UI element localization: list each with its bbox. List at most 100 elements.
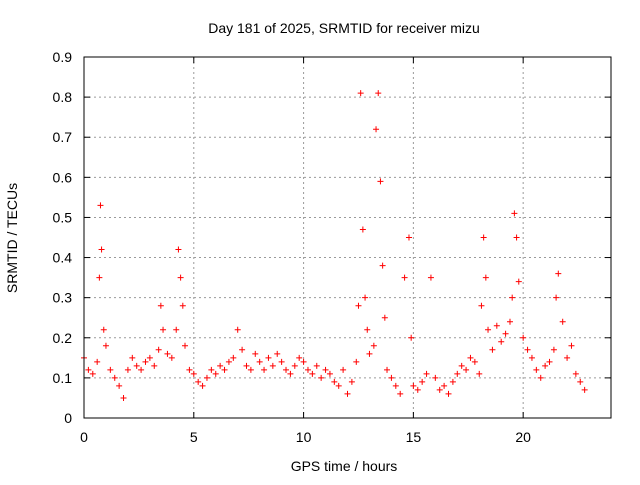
data-point (230, 354, 237, 361)
data-point (177, 274, 184, 281)
data-point (111, 374, 118, 381)
data-point (269, 362, 276, 369)
data-point (397, 390, 404, 397)
chart-title: Day 181 of 2025, SRMTID for receiver miz… (208, 20, 480, 36)
data-point (155, 346, 162, 353)
data-point (553, 294, 560, 301)
y-tick-label: 0.1 (53, 370, 73, 386)
data-point (463, 366, 470, 373)
data-point (146, 354, 153, 361)
data-point (359, 226, 366, 233)
data-point (195, 378, 202, 385)
data-point (564, 354, 571, 361)
data-point (423, 370, 430, 377)
data-point (322, 366, 329, 373)
data-point (326, 370, 333, 377)
data-point (247, 366, 254, 373)
x-tick-label: 15 (406, 429, 422, 445)
data-point (467, 354, 474, 361)
x-tick-label: 20 (515, 429, 531, 445)
tick-label-layer: 0 0.1 0.2 0.3 0.4 0.5 0.6 0.7 0.8 0.9 0 5 10 15 20 (53, 49, 532, 445)
data-point (458, 362, 465, 369)
data-point (89, 370, 96, 377)
data-point (555, 270, 562, 277)
data-point (304, 366, 311, 373)
data-point (102, 342, 109, 349)
data-point (401, 274, 408, 281)
data-point (252, 350, 259, 357)
data-point (379, 262, 386, 269)
data-point (513, 234, 520, 241)
data-point (116, 382, 123, 389)
data-point (331, 378, 338, 385)
y-tick-label: 0.8 (53, 89, 73, 105)
data-point (392, 382, 399, 389)
data-point (217, 362, 224, 369)
data-point (559, 318, 566, 325)
data-point (120, 394, 127, 401)
data-point (533, 366, 540, 373)
data-point (511, 210, 518, 217)
data-point (344, 390, 351, 397)
data-point (414, 386, 421, 393)
data-point (199, 382, 206, 389)
data-point (405, 234, 412, 241)
data-point (225, 358, 232, 365)
data-point (98, 246, 105, 253)
data-point (550, 346, 557, 353)
data-point (357, 90, 364, 97)
data-point (370, 342, 377, 349)
data-point (243, 362, 250, 369)
data-point (256, 358, 263, 365)
data-point (489, 346, 496, 353)
data-point (182, 342, 189, 349)
data-point (124, 366, 131, 373)
data-point (335, 382, 342, 389)
data-point (212, 370, 219, 377)
data-point (100, 326, 107, 333)
data-point (515, 278, 522, 285)
data-point (572, 370, 579, 377)
data-point (502, 330, 509, 337)
data-point (97, 202, 104, 209)
data-point (388, 374, 395, 381)
data-point (480, 234, 487, 241)
data-point (221, 366, 228, 373)
data-point (175, 246, 182, 253)
data-point (313, 362, 320, 369)
data-point (432, 374, 439, 381)
data-point (265, 354, 272, 361)
y-tick-label: 0.3 (53, 290, 73, 306)
data-point (537, 374, 544, 381)
data-point (581, 386, 588, 393)
data-point (239, 346, 246, 353)
data-point (410, 382, 417, 389)
data-point (278, 358, 285, 365)
data-point (568, 342, 575, 349)
data-point (577, 378, 584, 385)
data-point (138, 366, 145, 373)
data-point (173, 326, 180, 333)
data-point (353, 358, 360, 365)
data-point (261, 366, 268, 373)
y-tick-label: 0 (64, 410, 72, 426)
plot-frame (83, 56, 612, 419)
data-point (179, 302, 186, 309)
data-point (300, 358, 307, 365)
y-tick-label: 0.5 (53, 209, 73, 225)
data-point (377, 178, 384, 185)
data-point (375, 90, 382, 97)
data-point (186, 366, 193, 373)
data-point (445, 390, 452, 397)
data-point (151, 362, 158, 369)
data-point (157, 302, 164, 309)
data-point (362, 294, 369, 301)
data-point (509, 294, 516, 301)
data-point (364, 326, 371, 333)
data-point (208, 366, 215, 373)
data-point (203, 374, 210, 381)
data-point (160, 326, 167, 333)
data-point (381, 314, 388, 321)
